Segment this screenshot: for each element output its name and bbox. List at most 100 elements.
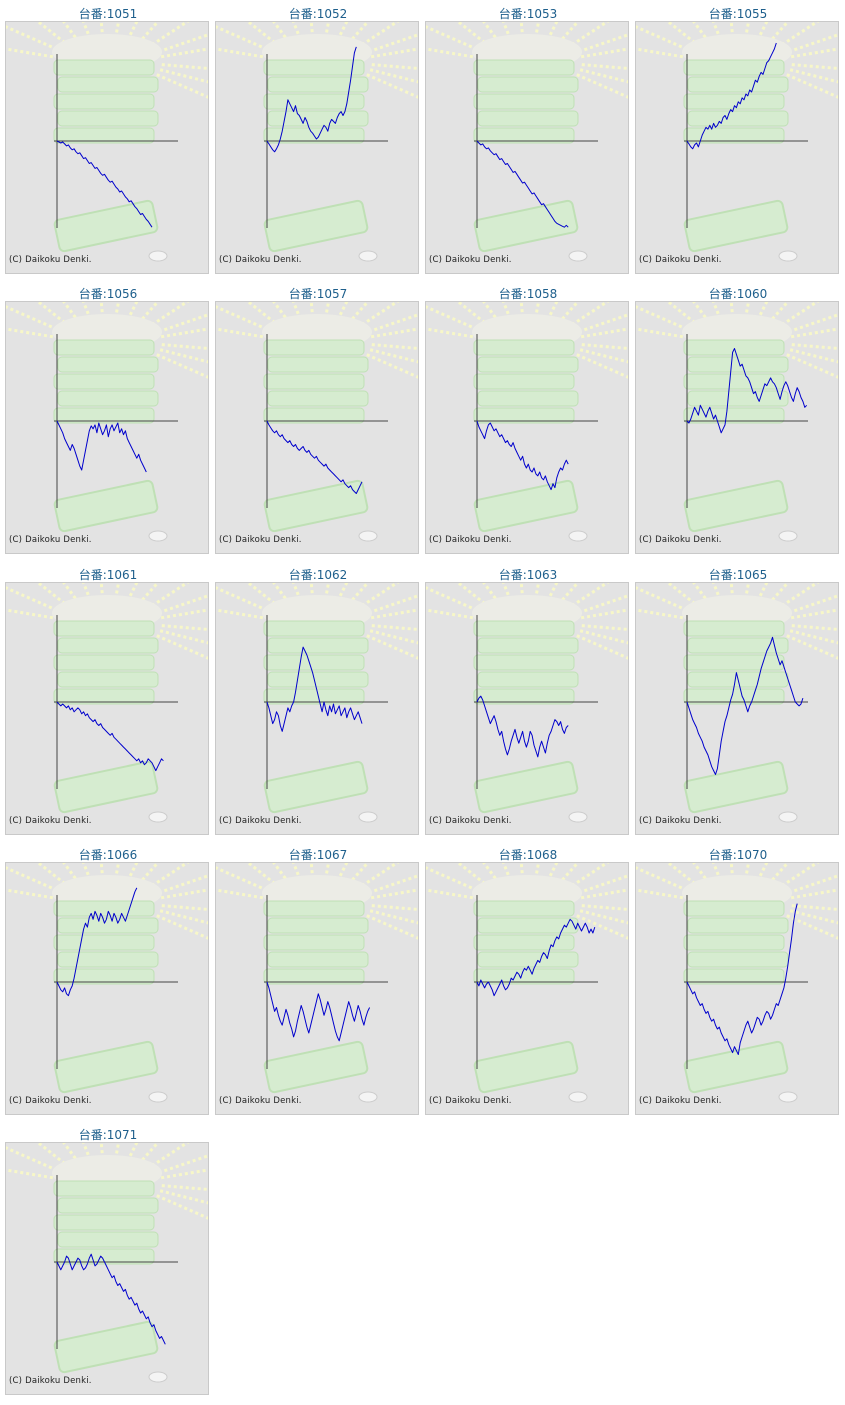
machine-number-link[interactable]: 台番:1063: [498, 568, 558, 582]
machine-number-link[interactable]: 台番:1060: [708, 287, 768, 301]
machine-number-link[interactable]: 台番:1066: [78, 848, 138, 862]
background-ray: [216, 608, 264, 620]
machine-number-link[interactable]: 台番:1056: [78, 287, 138, 301]
slump-graph[interactable]: (C) Daikoku Denki.: [215, 21, 419, 274]
background-coin: [778, 811, 798, 823]
slump-graph-svg: [426, 22, 628, 262]
slump-line: [56, 140, 153, 228]
background-drum: [683, 407, 785, 424]
background-drum: [263, 93, 365, 110]
background-ray: [636, 866, 688, 892]
background-ray: [789, 348, 838, 364]
background-ray: [519, 863, 524, 874]
background-ray: [781, 863, 820, 888]
slump-graph-svg: [216, 583, 418, 823]
slump-graph[interactable]: (C) Daikoku Denki.: [215, 582, 419, 835]
background-tray: [473, 760, 579, 814]
machine-number-link[interactable]: 台番:1052: [288, 7, 348, 21]
background-ray: [786, 353, 838, 379]
background-ray: [579, 348, 628, 364]
background-ray: [788, 313, 838, 334]
background-ray: [160, 1168, 208, 1180]
background-ray: [571, 302, 610, 327]
slump-graph[interactable]: (C) Daikoku Denki.: [5, 21, 209, 274]
background-drum: [687, 917, 789, 934]
background-coin: [148, 1371, 168, 1383]
slump-graph[interactable]: (C) Daikoku Denki.: [215, 862, 419, 1115]
background-ray: [158, 33, 208, 54]
background-ray: [141, 22, 160, 41]
slump-graph[interactable]: (C) Daikoku Denki.: [635, 582, 839, 835]
background-ray: [561, 22, 580, 41]
background-ray: [758, 302, 769, 316]
background-drum: [473, 654, 575, 671]
slump-graph[interactable]: (C) Daikoku Denki.: [425, 301, 629, 554]
background-ray: [272, 863, 287, 880]
background-tray: [473, 479, 579, 533]
slump-graph[interactable]: (C) Daikoku Denki.: [635, 21, 839, 274]
slump-graph[interactable]: (C) Daikoku Denki.: [5, 582, 209, 835]
background-ray: [571, 22, 610, 47]
background-ray: [216, 305, 268, 331]
slump-graph[interactable]: (C) Daikoku Denki.: [5, 862, 209, 1115]
background-ray: [62, 583, 77, 600]
slump-graph[interactable]: (C) Daikoku Denki.: [215, 301, 419, 554]
background-drum: [683, 934, 785, 951]
copyright-text: (C) Daikoku Denki.: [9, 535, 92, 545]
machine-number-link[interactable]: 台番:1071: [78, 1128, 138, 1142]
machine-number-link[interactable]: 台番:1053: [498, 7, 558, 21]
background-ray: [158, 594, 208, 615]
background-tray: [683, 760, 789, 814]
machine-number-link[interactable]: 台番:1070: [708, 848, 768, 862]
background-ray: [548, 863, 559, 877]
background-coin: [568, 1091, 588, 1103]
background-ray: [791, 624, 838, 631]
background-drum: [687, 356, 789, 373]
slump-graph[interactable]: (C) Daikoku Denki.: [5, 301, 209, 554]
background-ray: [366, 634, 418, 660]
background-ray: [426, 305, 478, 331]
slump-graph[interactable]: (C) Daikoku Denki.: [425, 582, 629, 835]
background-ray: [309, 302, 314, 313]
background-ray: [790, 47, 838, 59]
background-ray: [161, 1184, 208, 1191]
copyright-text: (C) Daikoku Denki.: [429, 255, 512, 265]
background-drum: [53, 93, 155, 110]
background-ray: [791, 904, 838, 911]
background-tray: [263, 479, 369, 533]
machine-number-link[interactable]: 台番:1051: [78, 7, 138, 21]
slump-graph[interactable]: (C) Daikoku Denki.: [5, 1142, 209, 1395]
background-ray: [781, 302, 820, 327]
background-drum: [53, 127, 155, 144]
background-ray: [666, 863, 696, 885]
machine-number-link[interactable]: 台番:1057: [288, 287, 348, 301]
slump-graph[interactable]: (C) Daikoku Denki.: [635, 301, 839, 554]
background-ray: [159, 629, 208, 645]
background-ray: [6, 327, 54, 339]
machine-number-link[interactable]: 台番:1062: [288, 568, 348, 582]
machine-number-link[interactable]: 台番:1061: [78, 568, 138, 582]
slump-graph[interactable]: (C) Daikoku Denki.: [425, 21, 629, 274]
background-drum: [53, 688, 155, 705]
slump-graph-svg: [216, 863, 418, 1103]
machine-number-link[interactable]: 台番:1068: [498, 848, 558, 862]
slump-graph[interactable]: (C) Daikoku Denki.: [635, 862, 839, 1115]
machine-cell: 台番:1061 (C) Daikoku Denki.: [5, 561, 211, 841]
slump-graph[interactable]: (C) Daikoku Denki.: [425, 862, 629, 1115]
background-drum: [263, 968, 365, 985]
background-ray: [368, 33, 418, 54]
machine-number-link[interactable]: 台番:1067: [288, 848, 348, 862]
slump-line: [686, 348, 808, 434]
machine-number-link[interactable]: 台番:1065: [708, 568, 768, 582]
background-ray: [338, 863, 349, 877]
background-drum: [53, 339, 155, 356]
background-ray: [369, 629, 418, 645]
background-ray: [456, 583, 486, 605]
slump-line: [686, 903, 798, 1055]
background-ray: [159, 68, 208, 84]
machine-number-link[interactable]: 台番:1055: [708, 7, 768, 21]
background-drum: [473, 688, 575, 705]
background-ray: [115, 863, 121, 874]
background-ray: [128, 22, 139, 36]
machine-number-link[interactable]: 台番:1058: [498, 287, 558, 301]
